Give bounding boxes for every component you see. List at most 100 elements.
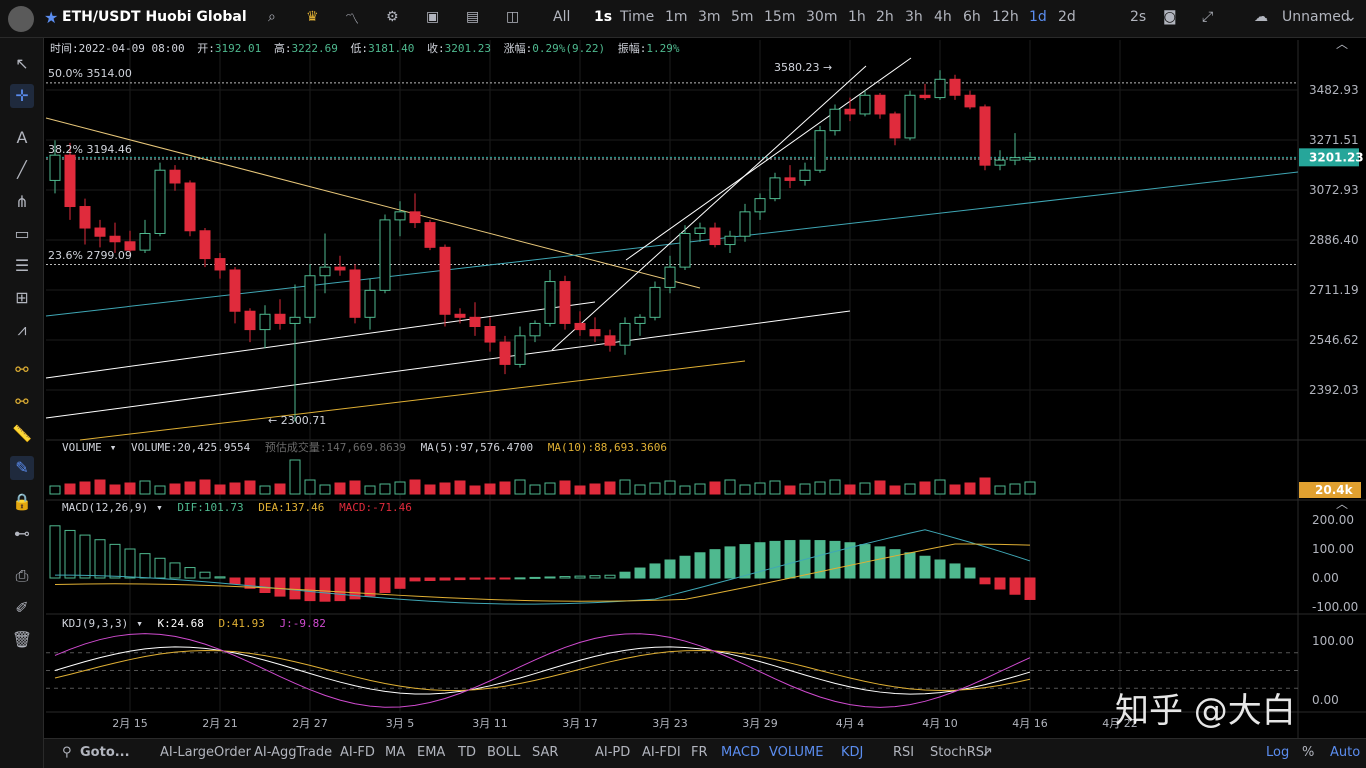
goto-button[interactable]: Goto... bbox=[80, 745, 130, 760]
crosshair-icon[interactable]: ✛ bbox=[10, 84, 34, 108]
location-icon[interactable]: ⚲ bbox=[62, 745, 72, 760]
macd-histogram bbox=[49, 525, 1036, 605]
log-toggle[interactable]: Log bbox=[1266, 745, 1290, 760]
interval-15m[interactable]: 15m bbox=[764, 9, 796, 25]
edit-icon[interactable]: ✐ bbox=[15, 598, 29, 617]
candle-body bbox=[709, 227, 721, 246]
volume-bar bbox=[949, 484, 961, 495]
open-value: 3192.01 bbox=[215, 42, 261, 55]
candle-body bbox=[904, 94, 916, 139]
indicator-stochrsi[interactable]: StochRSI bbox=[930, 745, 988, 760]
interval-3h[interactable]: 3h bbox=[905, 9, 923, 25]
interval-all[interactable]: All bbox=[553, 9, 571, 25]
avatar[interactable] bbox=[8, 6, 34, 32]
collapse-pane-icon[interactable]: ︿ bbox=[1336, 497, 1348, 511]
layout-name[interactable]: Unnamed bbox=[1282, 9, 1350, 25]
collapse-pane-icon[interactable]: ︿ bbox=[1336, 37, 1348, 51]
image-icon[interactable]: ▣ bbox=[426, 9, 440, 25]
trash-icon[interactable]: 🗑 bbox=[11, 630, 33, 649]
indicator-ai-pd[interactable]: AI-PD bbox=[595, 745, 631, 760]
indicator-ai-fdi[interactable]: AI-FDI bbox=[642, 745, 681, 760]
chart-canvas[interactable]: 3482.93 3271.51 3072.93 2886.40 2711.19 2546.… bbox=[0, 0, 1366, 738]
rectangle-icon[interactable]: ▭ bbox=[14, 224, 30, 243]
hide-icon[interactable]: ⊷ bbox=[14, 524, 30, 543]
interval-1d[interactable]: 1d bbox=[1029, 9, 1047, 25]
macd-bar bbox=[349, 577, 361, 600]
candle-body bbox=[289, 316, 301, 324]
auto-toggle[interactable]: Auto bbox=[1330, 745, 1361, 760]
indicator-fr[interactable]: FR bbox=[691, 745, 708, 760]
fullscreen-icon[interactable]: ⤢ bbox=[1202, 9, 1214, 25]
indicator-macd[interactable]: MACD bbox=[721, 745, 760, 760]
candle-body bbox=[964, 94, 976, 108]
candle-body bbox=[514, 335, 526, 365]
search-icon[interactable]: ⌕ bbox=[268, 9, 276, 25]
interval-1s[interactable]: 1s bbox=[594, 9, 613, 25]
interval-4h[interactable]: 4h bbox=[934, 9, 952, 25]
fib-icon[interactable]: ☰ bbox=[14, 256, 30, 275]
volume-bar bbox=[994, 485, 1006, 495]
symbol-title[interactable]: ETH/USDT Huobi Global bbox=[62, 9, 247, 25]
cloud-icon[interactable]: ☁ bbox=[1254, 9, 1268, 25]
amp-value: 1.29% bbox=[646, 42, 679, 55]
candle-body bbox=[859, 94, 871, 115]
interval-1m[interactable]: 1m bbox=[665, 9, 688, 25]
dea-line bbox=[54, 543, 1031, 602]
interval-2h[interactable]: 2h bbox=[876, 9, 894, 25]
magnet-icon[interactable]: ⚯ bbox=[15, 360, 29, 379]
chevron-down-icon[interactable]: ⌄ bbox=[1345, 9, 1357, 25]
low-label: 低: bbox=[350, 42, 368, 55]
interval-5m[interactable]: 5m bbox=[731, 9, 754, 25]
interval-6h[interactable]: 6h bbox=[963, 9, 981, 25]
indicator-sar[interactable]: SAR bbox=[532, 745, 559, 760]
indicator-boll[interactable]: BOLL bbox=[487, 745, 521, 760]
macd-bar bbox=[934, 559, 946, 579]
indicator-ma[interactable]: MA bbox=[385, 745, 406, 760]
ruler-icon[interactable]: 📏 bbox=[12, 424, 32, 443]
camera-icon[interactable]: ◙ bbox=[1163, 9, 1177, 25]
refresh-rate[interactable]: 2s bbox=[1130, 9, 1147, 25]
interval-time[interactable]: Time bbox=[620, 9, 655, 25]
kdj-header: KDJ(9,3,3) ▾ K:24.68 D:41.93 J:-9.82 bbox=[62, 617, 326, 630]
interval-1h[interactable]: 1h bbox=[848, 9, 866, 25]
volume-bar bbox=[454, 480, 466, 495]
crown-icon[interactable]: ♛ bbox=[306, 9, 319, 25]
star-icon[interactable]: ★ bbox=[44, 8, 59, 27]
date-tick: 2月 15 bbox=[112, 717, 148, 730]
gear-icon[interactable]: ⚙ bbox=[386, 9, 399, 25]
template-icon[interactable]: ▤ bbox=[466, 9, 480, 25]
candle-body bbox=[364, 289, 376, 318]
amp-label: 振幅: bbox=[618, 41, 647, 55]
indicator-kdj[interactable]: KDJ bbox=[841, 745, 864, 760]
indicator-rsi[interactable]: RSI bbox=[893, 745, 915, 760]
text-icon[interactable]: A bbox=[16, 128, 28, 147]
candle-body bbox=[184, 182, 196, 232]
indicator-ai-aggtrade[interactable]: AI-AggTrade bbox=[254, 745, 333, 760]
indicator-td[interactable]: TD bbox=[458, 745, 476, 760]
interval-30m[interactable]: 30m bbox=[806, 9, 838, 25]
lock-icon[interactable]: 🔒 bbox=[12, 492, 32, 511]
macd-bar bbox=[814, 540, 826, 579]
magnet-strong-icon[interactable]: ⚯ bbox=[15, 392, 29, 411]
percent-toggle[interactable]: % bbox=[1302, 745, 1315, 760]
cursor-icon[interactable]: ↖ bbox=[15, 54, 29, 73]
indicator-volume[interactable]: VOLUME bbox=[769, 745, 824, 760]
bookmark-icon[interactable]: ⎙ bbox=[15, 566, 29, 585]
chart-type-icon[interactable]: 〽 bbox=[345, 12, 359, 28]
pattern-icon[interactable]: ⩘ bbox=[17, 320, 27, 339]
pitchfork-icon[interactable]: ⋔ bbox=[15, 192, 29, 211]
indicator-ai-largeorder[interactable]: AI-LargeOrder bbox=[160, 745, 251, 760]
indicator-ema[interactable]: EMA bbox=[417, 745, 446, 760]
candle-body bbox=[679, 232, 691, 268]
layout-icon[interactable]: ◫ bbox=[506, 9, 520, 25]
edit-indicators-icon[interactable]: ↗ bbox=[982, 745, 993, 760]
interval-2d[interactable]: 2d bbox=[1058, 9, 1076, 25]
measure-icon[interactable]: ⊞ bbox=[15, 288, 29, 307]
draw-mode-icon[interactable]: ✎ bbox=[10, 456, 34, 480]
candle-body bbox=[694, 227, 706, 234]
indicator-ai-fd[interactable]: AI-FD bbox=[340, 745, 375, 760]
interval-12h[interactable]: 12h bbox=[992, 9, 1019, 25]
trendline-icon[interactable]: ╱ bbox=[17, 160, 27, 179]
macd-bar bbox=[739, 544, 751, 579]
interval-3m[interactable]: 3m bbox=[698, 9, 721, 25]
